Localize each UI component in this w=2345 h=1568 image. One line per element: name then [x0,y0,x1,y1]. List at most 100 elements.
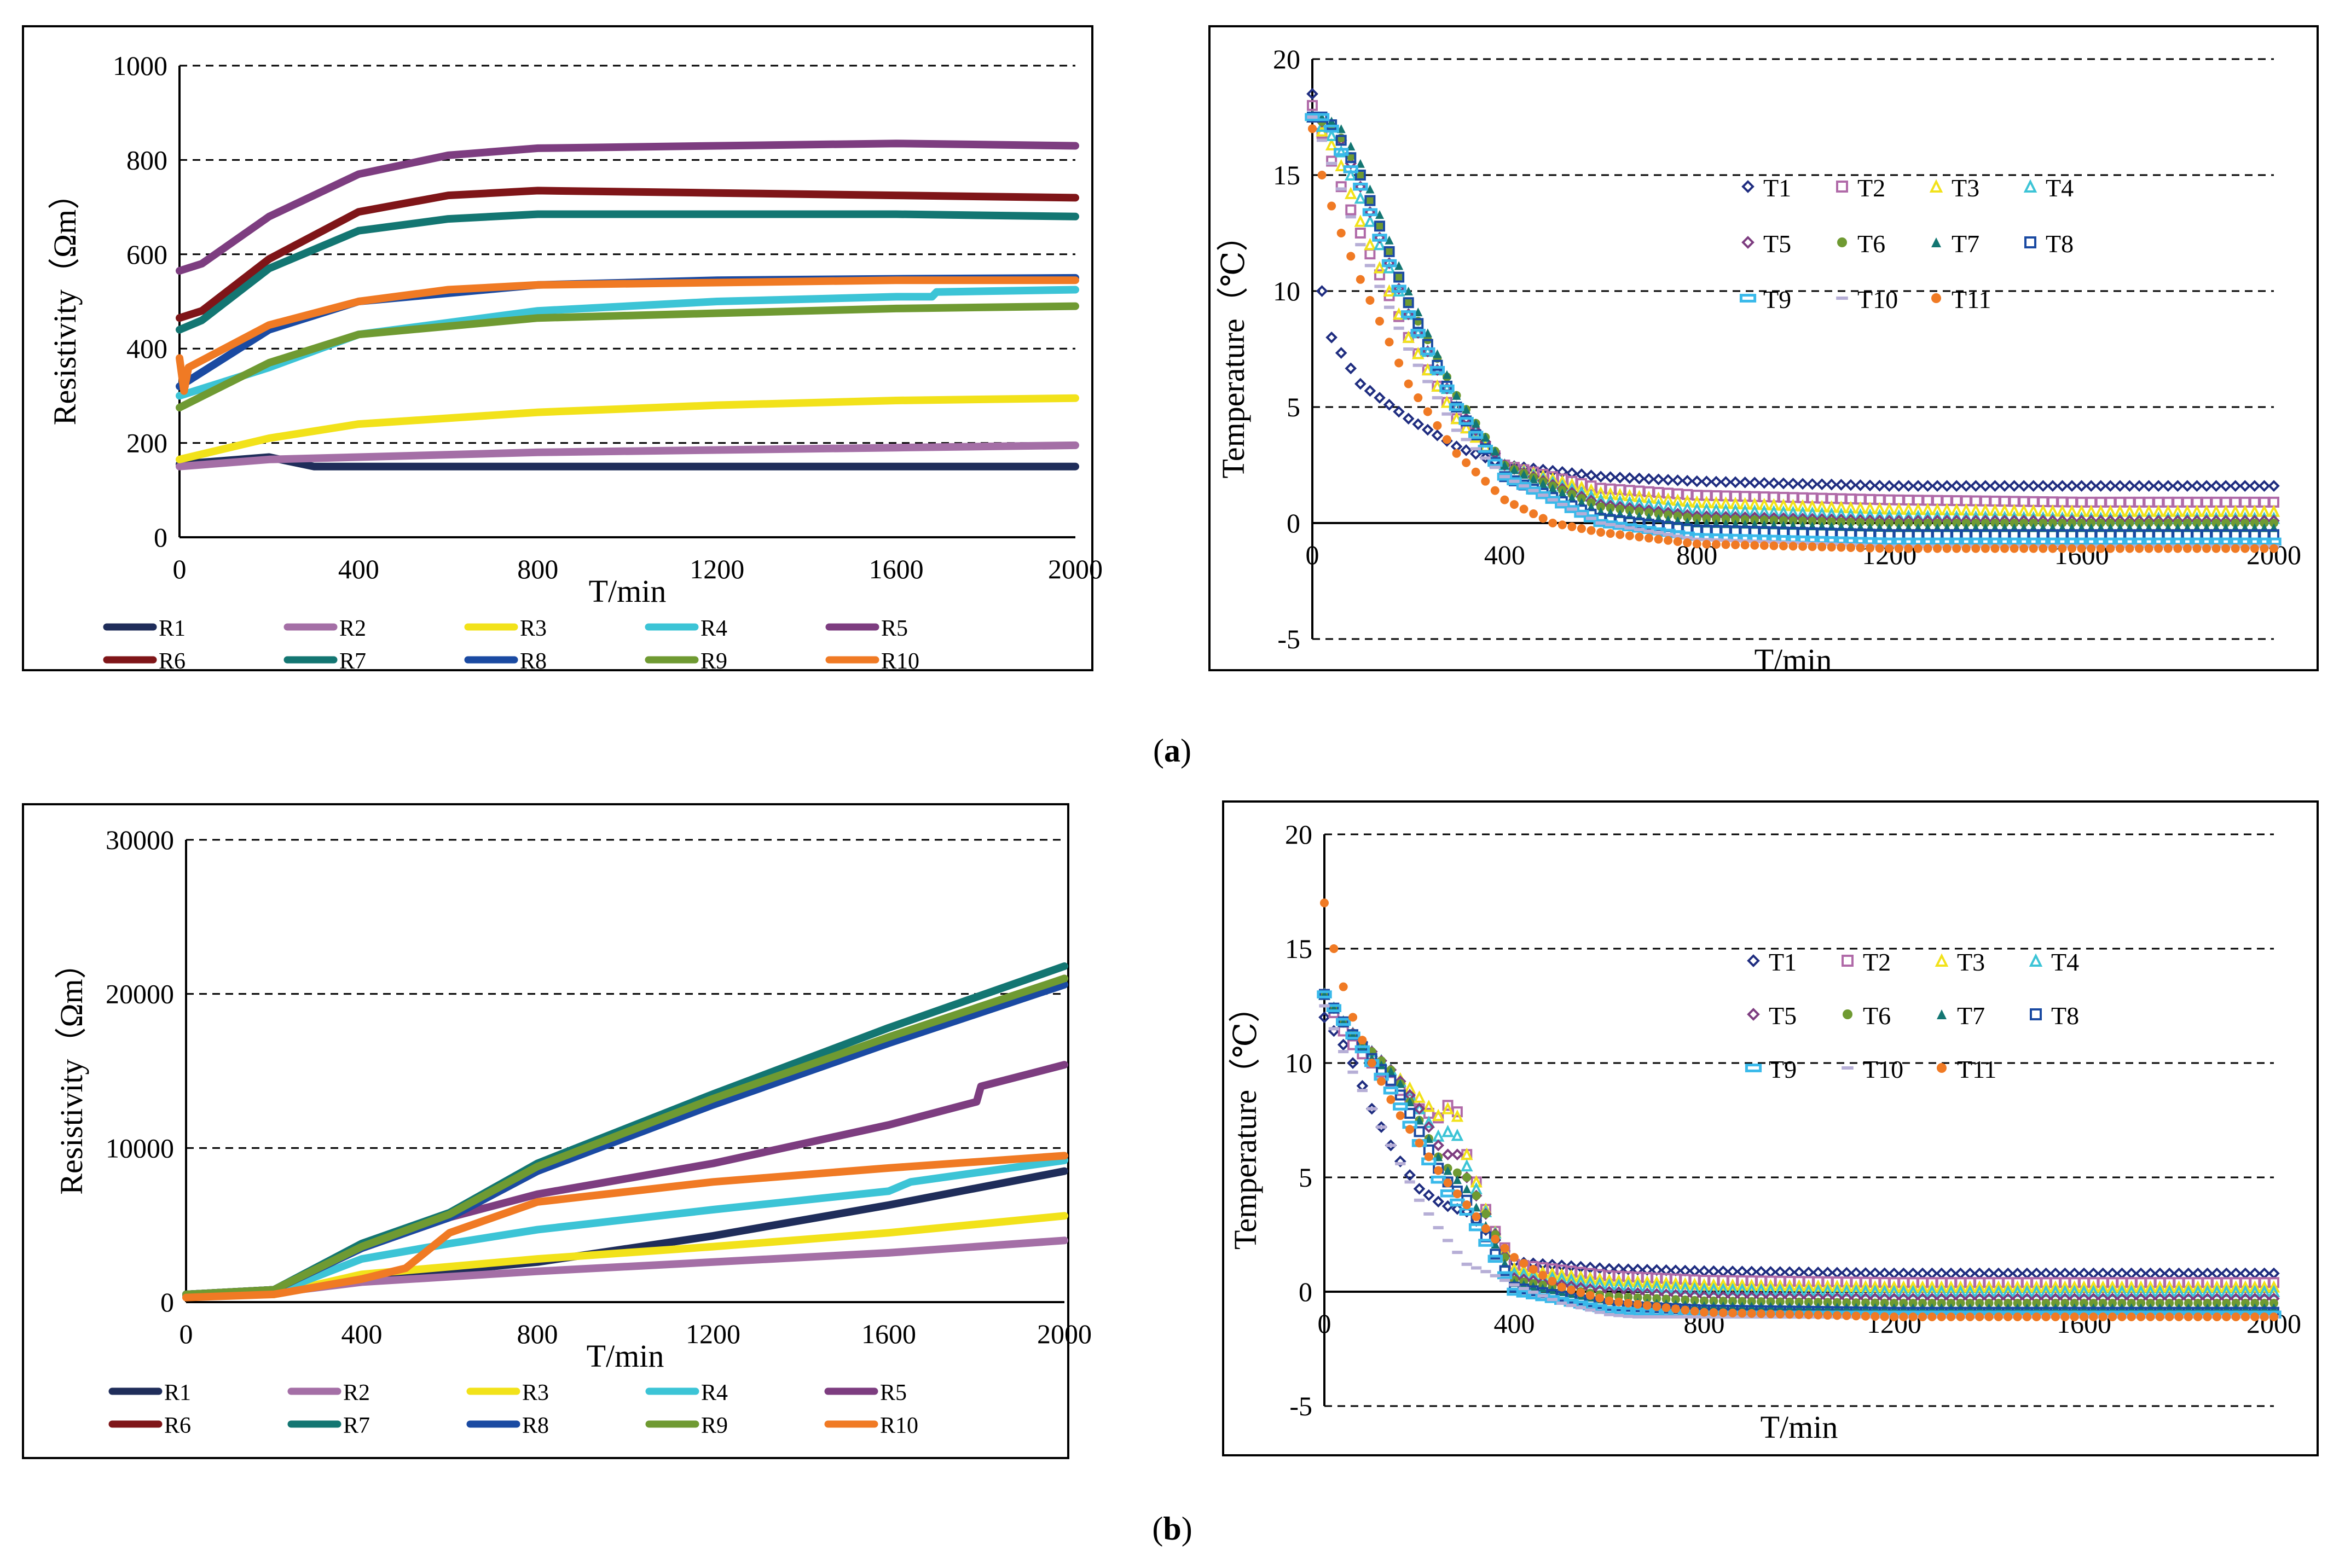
legend: R1 R2 R3 R4 R5 R6 R7 R8 R9 R10 [108,1380,918,1438]
data-point [2201,1280,2214,1293]
data-point [1345,215,1356,219]
data-point [1500,1244,1509,1253]
data-point [1682,536,1693,539]
data-point [2040,1280,2052,1293]
legend-marker-T8 [2024,236,2036,248]
data-point [2202,519,2211,527]
data-point [1731,540,1740,549]
data-point [1595,521,1606,525]
data-point [2269,1298,2278,1308]
data-point [1528,489,1539,492]
data-point [2193,1312,2203,1321]
data-point [2201,1285,2214,1297]
data-point [1442,435,1451,444]
data-point [2080,1312,2088,1321]
data-point [1970,480,1982,492]
data-point [1671,1295,1680,1304]
data-point [1989,480,2001,492]
data-point [1442,1100,1454,1111]
data-point [1317,990,1332,998]
data-point [1673,512,1682,521]
data-point [1832,1298,1842,1307]
data-point [2144,519,2153,527]
data-point [1596,502,1606,512]
legend-marker-T11 [1937,1063,1947,1073]
data-point [1726,1278,1739,1291]
y-tick-label: 800 [126,144,167,175]
data-point [1364,195,1376,206]
data-point [2229,480,2242,492]
legend-marker-T1 [1747,954,1760,967]
data-point [1718,1308,1728,1317]
data-point [1432,359,1443,371]
data-point [1414,393,1423,403]
data-point [1683,538,1692,548]
legend-label-T4: T4 [2051,948,2079,976]
legend-label-T7: T7 [1952,230,1979,258]
data-point [1983,1285,1995,1297]
data-point [1490,486,1499,495]
data-point [1912,480,1924,492]
data-point [1500,495,1509,504]
data-point [1679,1277,1692,1290]
data-point [2041,1298,2051,1308]
data-point [1584,1271,1597,1284]
data-point [1964,1280,1977,1293]
data-point [1509,465,1519,474]
data-point [2258,480,2271,492]
x-tick-label: 800 [517,1319,558,1349]
data-point [2085,480,2097,492]
data-point [1412,363,1423,367]
data-point [2089,1298,2098,1308]
data-point [1603,1277,1616,1291]
legend-label-R9: R9 [701,1413,728,1438]
data-point [1422,1099,1435,1112]
data-point [1954,1285,1967,1297]
data-point [1692,537,1703,541]
x-axis-title: T/min [589,573,667,609]
legend-marker-T8 [2030,1008,2042,1020]
data-point [1944,1280,1958,1293]
data-point [1759,541,1769,550]
data-point [1873,479,1886,492]
data-point [1840,1284,1853,1297]
data-point [2191,1280,2204,1293]
data-point [2184,1298,2193,1308]
data-point [2260,544,2269,553]
data-point [2051,1312,2060,1321]
data-point [1305,113,1320,121]
data-point [1631,1279,1644,1292]
data-point [1869,1280,1881,1293]
data-point [1319,989,1330,1000]
data-point [1798,542,1808,551]
data-point [1664,536,1673,545]
data-point [1499,475,1510,479]
data-point [1837,543,1846,552]
data-point [1956,1298,1965,1308]
data-point [2163,544,2173,553]
data-point [1769,541,1779,550]
data-point [1811,1284,1825,1297]
data-point [1325,138,1338,150]
data-point [2051,1298,2060,1308]
x-axis-ticks: 0 400 800 1200 1600 2000 [173,554,1103,584]
data-point [1383,398,1396,411]
data-point [1593,1272,1606,1285]
data-point [1869,1285,1881,1297]
data-point [1661,1303,1671,1313]
y-tick-label: 1000 [113,50,167,81]
data-point [1423,407,1432,416]
data-point [1480,456,1491,460]
data-point [1717,1282,1729,1296]
data-point [1816,478,1828,491]
legend-marker-T1 [1741,180,1755,193]
data-point [1664,510,1673,520]
data-point [2019,519,2029,527]
y-tick-label: 5 [1299,1162,1312,1193]
data-point [1462,1173,1472,1182]
data-point [2165,1312,2174,1321]
data-point [1432,1108,1445,1122]
x-axis-title: T/min [587,1338,664,1374]
legend-marker-T2 [1836,181,1848,193]
